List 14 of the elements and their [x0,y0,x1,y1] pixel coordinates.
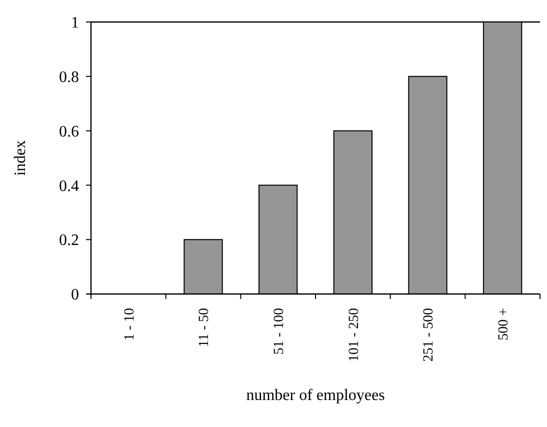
y-axis-title: index [12,140,29,176]
y-tick-label: 0.6 [59,123,79,140]
y-tick-label: 0 [71,286,79,304]
x-tick-label: 1 - 10 [122,308,138,341]
y-tick-label: 0.4 [59,178,79,195]
x-tick-label: 11 - 50 [197,308,212,348]
x-axis-title: number of employees [246,387,385,404]
x-tick-label: 51 - 100 [272,308,287,355]
x-tick-label: 251 - 500 [422,308,437,362]
x-tick-label: 500 + [496,308,512,340]
y-tick-label: 0.8 [59,69,79,86]
y-tick-label: 1 [71,14,79,32]
x-tick-label: 101 - 250 [346,308,362,362]
y-tick-label: 0.2 [59,232,79,250]
